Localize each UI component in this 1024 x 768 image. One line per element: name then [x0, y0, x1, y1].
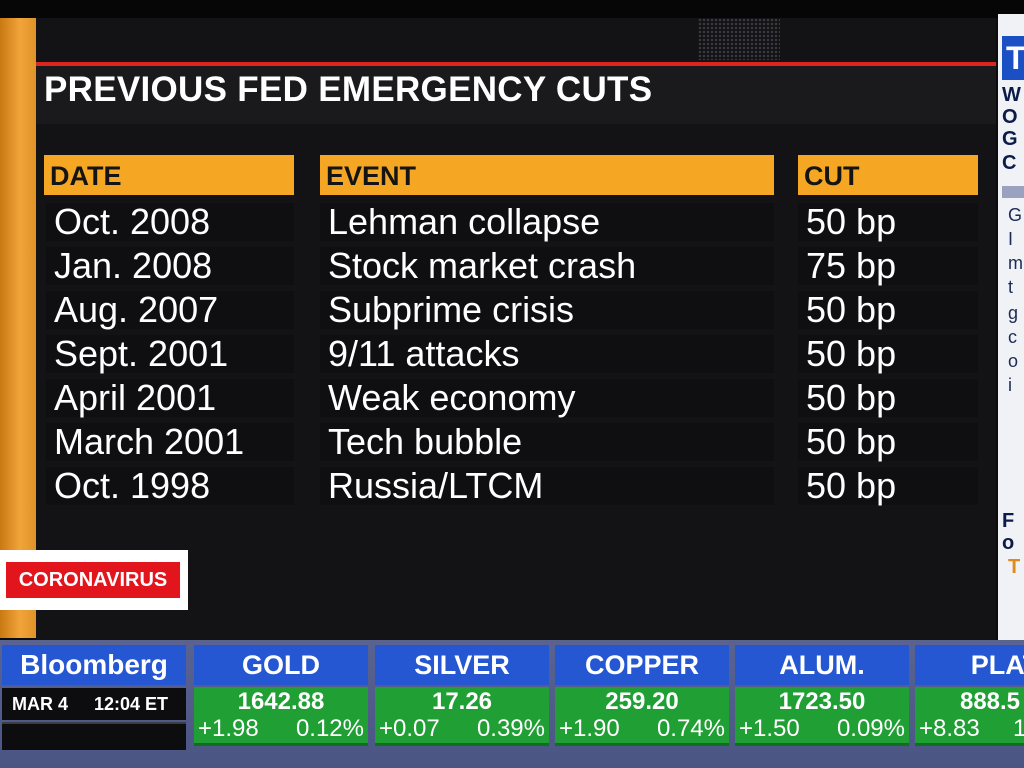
cell-cut: 75 bp	[798, 247, 978, 285]
ticker-time: 12:04 ET	[94, 694, 169, 714]
ticker-percent: 1	[1013, 715, 1024, 743]
side-panel-text: t	[1008, 277, 1014, 297]
ticker-item-platinum: PLAT 888.5 +8.83 1	[915, 645, 1024, 746]
cell-date: March 2001	[46, 423, 294, 461]
side-panel-text: o	[1008, 351, 1019, 371]
column-header-date: DATE	[44, 155, 294, 195]
cell-event: Tech bubble	[320, 423, 774, 461]
ticker-change: +1.98	[198, 715, 259, 742]
cuts-table: Oct. 2008 Lehman collapse 50 bp Jan. 200…	[0, 200, 1000, 508]
ticker-quote: 1723.50 +1.50 0.09%	[735, 687, 909, 746]
ticker-quote: 1642.88 +1.98 0.12%	[194, 687, 368, 746]
table-row: Oct. 1998 Russia/LTCM 50 bp	[0, 464, 1000, 508]
ticker-quote: 888.5 +8.83 1	[915, 687, 1024, 746]
title-bar	[36, 62, 996, 124]
side-panel-headline: F	[1002, 510, 1015, 532]
side-panel-headline: C	[1002, 152, 1017, 174]
table-row: Oct. 2008 Lehman collapse 50 bp	[0, 200, 1000, 244]
side-panel-text: g	[1008, 303, 1019, 323]
cell-cut: 50 bp	[798, 467, 978, 505]
ticker-name: PLAT	[915, 645, 1024, 685]
cell-date: April 2001	[46, 379, 294, 417]
cell-cut: 50 bp	[798, 423, 978, 461]
cell-date: Oct. 1998	[46, 467, 294, 505]
ticker-percent: 0.09%	[836, 715, 905, 742]
side-panel-headline: O	[1002, 106, 1018, 128]
ticker-change: +0.07	[379, 715, 440, 742]
side-panel-box: T	[1002, 36, 1024, 80]
ticker-quote: 17.26 +0.07 0.39%	[375, 687, 549, 746]
ticker-name: ALUM.	[735, 645, 909, 685]
ticker-change: +1.90	[559, 715, 620, 742]
coronavirus-tag: CORONAVIRUS	[6, 562, 180, 598]
side-story-panel: T W O G C G I m t g c o i F o T	[998, 14, 1024, 640]
side-panel-headline: G	[1002, 128, 1018, 150]
ticker-percent: 0.74%	[656, 715, 725, 742]
column-header-event: EVENT	[320, 155, 774, 195]
column-header-cut: CUT	[798, 155, 978, 195]
ticker-percent: 0.12%	[295, 715, 364, 742]
side-panel-headline: o	[1002, 532, 1015, 554]
cell-cut: 50 bp	[798, 335, 978, 373]
side-panel-text: G	[1008, 205, 1023, 225]
side-panel-orange-text: T	[1008, 556, 1021, 578]
ticker-change: +8.83	[919, 715, 980, 742]
cell-date: Jan. 2008	[46, 247, 294, 285]
ticker-quote: 259.20 +1.90 0.74%	[555, 687, 729, 746]
cell-event: Weak economy	[320, 379, 774, 417]
ticker-item-silver: SILVER 17.26 +0.07 0.39%	[375, 645, 549, 746]
ticker-price: 1642.88	[237, 688, 325, 715]
topic-tag: CORONAVIRUS	[0, 550, 188, 610]
side-panel-text: c	[1008, 327, 1017, 347]
ticker-item-copper: COPPER 259.20 +1.90 0.74%	[555, 645, 729, 746]
ticker-item-aluminum: ALUM. 1723.50 +1.50 0.09%	[735, 645, 909, 746]
cell-event: Lehman collapse	[320, 203, 774, 241]
ticker-item-gold: GOLD 1642.88 +1.98 0.12%	[194, 645, 368, 746]
cell-cut: 50 bp	[798, 379, 978, 417]
table-row: March 2001 Tech bubble 50 bp	[0, 420, 1000, 464]
screen-bezel	[0, 0, 1024, 18]
cell-event: Subprime crisis	[320, 291, 774, 329]
cell-event: Russia/LTCM	[320, 467, 774, 505]
ticker-percent: 0.39%	[476, 715, 545, 742]
dot-pattern-decoration	[698, 18, 780, 60]
table-row: April 2001 Weak economy 50 bp	[0, 376, 1000, 420]
ticker-change: +1.50	[739, 715, 800, 742]
ticker-price: 888.5	[959, 688, 1021, 715]
ticker-price: 17.26	[431, 688, 493, 715]
cell-event: 9/11 attacks	[320, 335, 774, 373]
ticker-name: SILVER	[375, 645, 549, 685]
bloomberg-logo: Bloomberg	[2, 645, 186, 685]
cell-cut: 50 bp	[798, 291, 978, 329]
table-row: Aug. 2007 Subprime crisis 50 bp	[0, 288, 1000, 332]
side-panel-headline: W	[1002, 84, 1021, 106]
side-panel-text: m	[1008, 253, 1023, 273]
ticker-lower-strip	[2, 722, 186, 750]
cell-event: Stock market crash	[320, 247, 774, 285]
cell-date: Oct. 2008	[46, 203, 294, 241]
table-row: Jan. 2008 Stock market crash 75 bp	[0, 244, 1000, 288]
side-panel-text: I	[1008, 229, 1014, 249]
side-panel-divider	[1002, 186, 1024, 198]
ticker-date: MAR 4	[12, 694, 69, 714]
cell-cut: 50 bp	[798, 203, 978, 241]
ticker-name: COPPER	[555, 645, 729, 685]
ticker-price: 259.20	[605, 688, 679, 715]
ticker-name: GOLD	[194, 645, 368, 685]
graphic-title: PREVIOUS FED EMERGENCY CUTS	[44, 70, 653, 109]
cell-date: Aug. 2007	[46, 291, 294, 329]
date-time-box: MAR 4 12:04 ET	[2, 688, 186, 720]
table-row: Sept. 2001 9/11 attacks 50 bp	[0, 332, 1000, 376]
ticker-price: 1723.50	[778, 688, 866, 715]
side-panel-text: i	[1008, 375, 1012, 395]
cell-date: Sept. 2001	[46, 335, 294, 373]
